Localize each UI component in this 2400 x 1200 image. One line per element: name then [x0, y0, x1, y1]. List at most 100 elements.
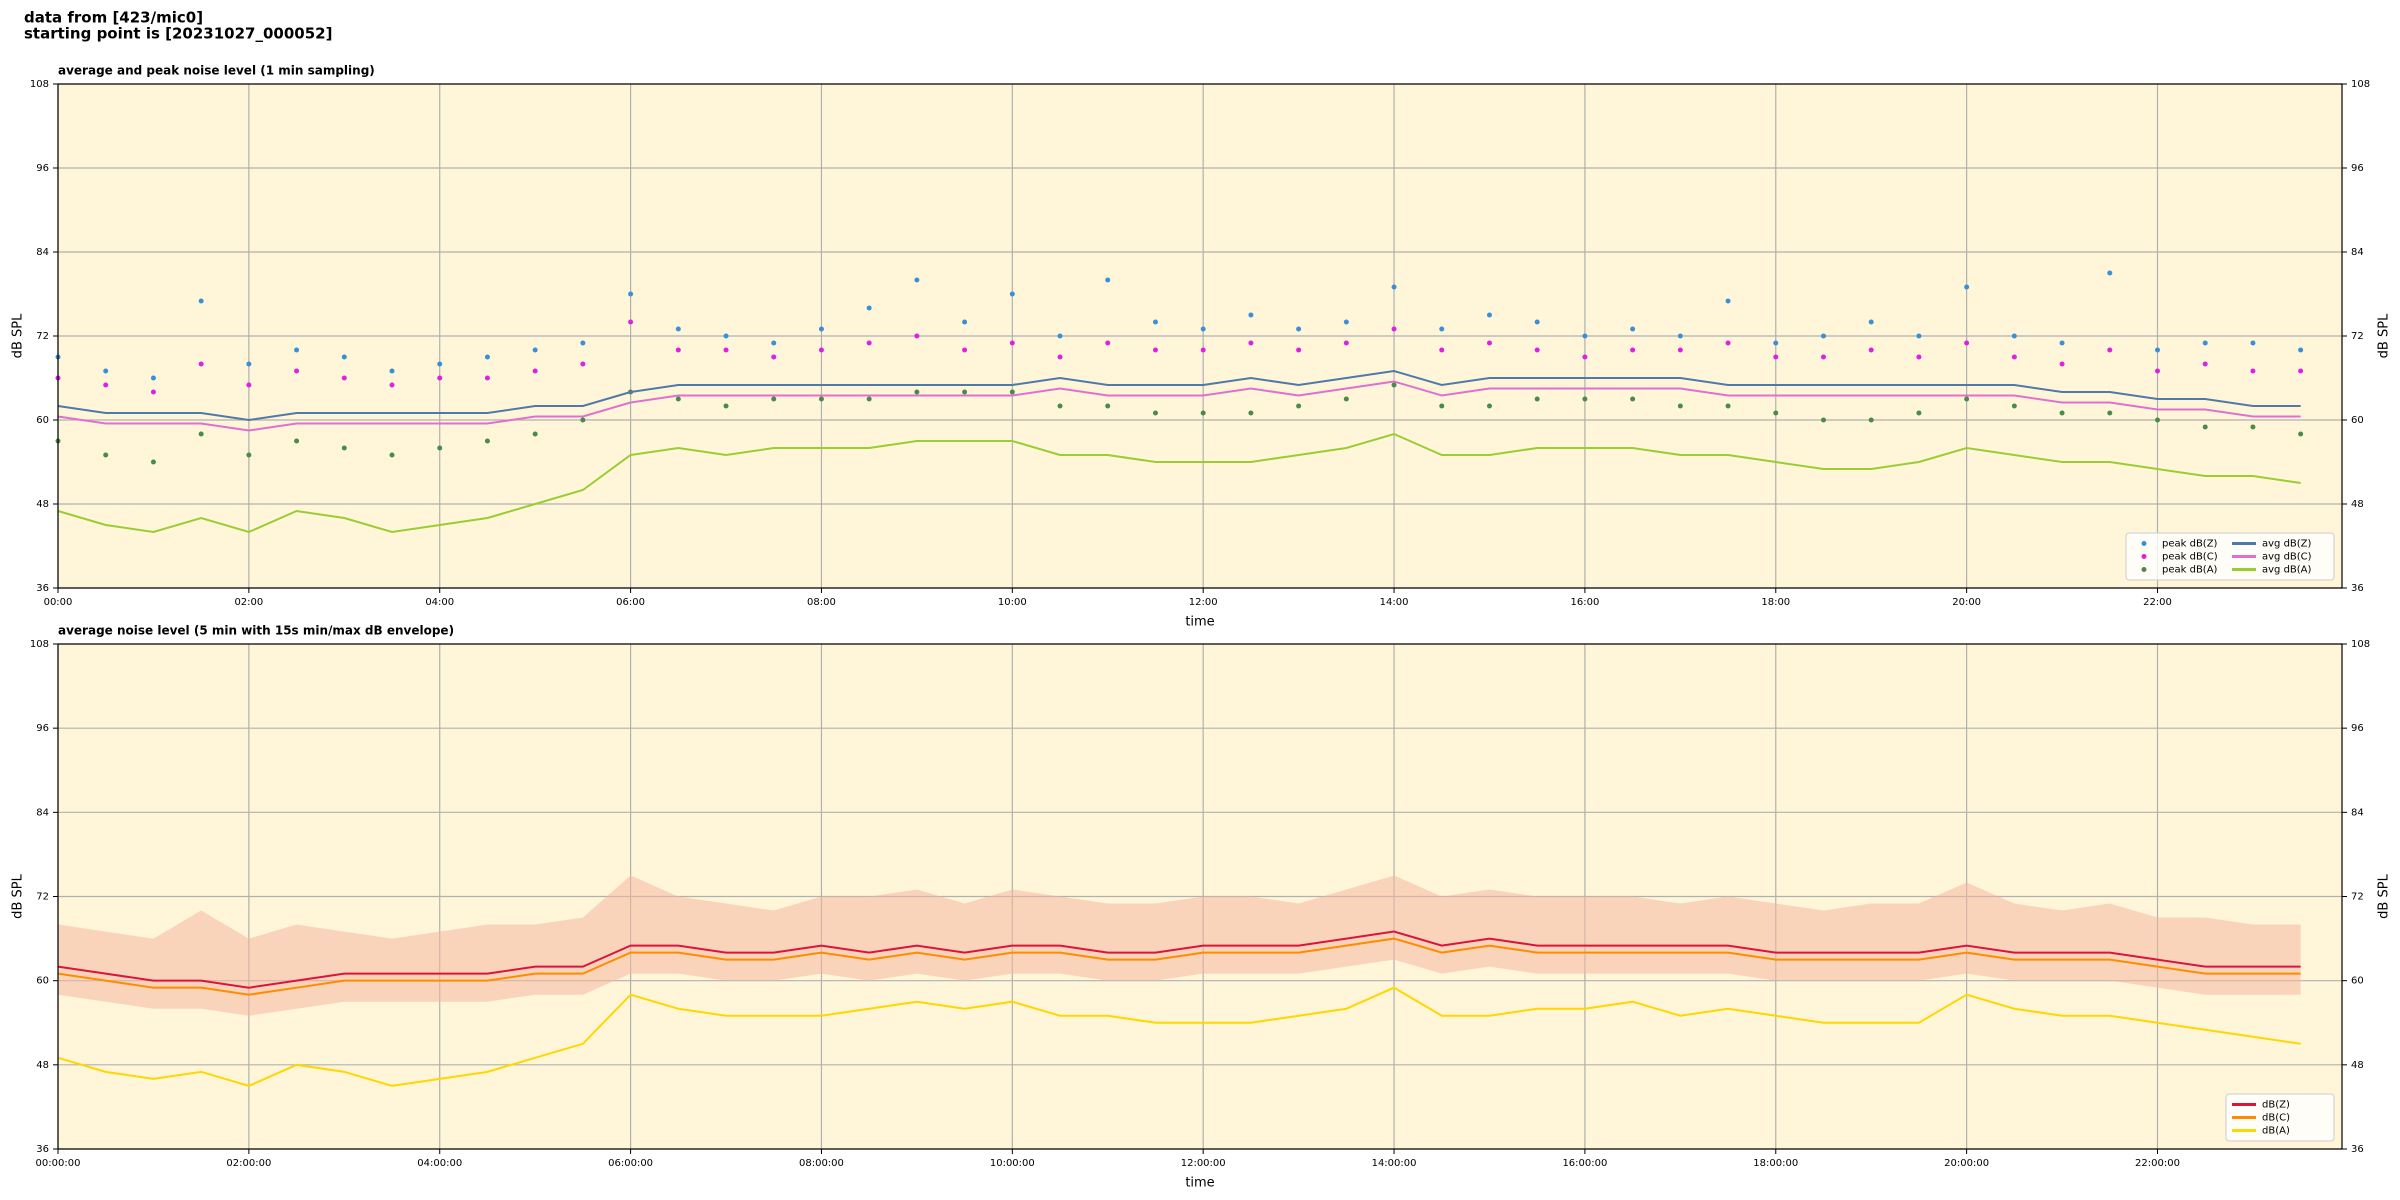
peak-point: [962, 347, 968, 353]
x-tick-label: 22:00:00: [2135, 1158, 2180, 1169]
peak-point: [1343, 319, 1349, 325]
peak-point: [437, 361, 443, 367]
peak-point: [1820, 333, 1826, 339]
peak-point: [2059, 340, 2065, 346]
legend-label: peak dB(A): [2162, 565, 2218, 576]
x-axis-label: time: [1185, 1176, 1214, 1191]
peak-point: [1009, 389, 1015, 395]
y-tick-label: 72: [36, 331, 49, 342]
legend-label: peak dB(C): [2162, 552, 2218, 563]
peak-point: [484, 375, 490, 381]
x-tick-label: 00:00: [44, 597, 73, 608]
peak-point: [962, 319, 968, 325]
peak-point: [294, 368, 300, 374]
peak-point: [1343, 396, 1349, 402]
peak-point: [1534, 347, 1540, 353]
peak-point: [1248, 340, 1254, 346]
peak-point: [1486, 312, 1492, 318]
legend-label: avg dB(Z): [2262, 539, 2312, 550]
peak-point: [1343, 340, 1349, 346]
peak-point: [1582, 333, 1588, 339]
y-tick-label: 36: [2351, 1144, 2364, 1155]
peak-point: [914, 389, 920, 395]
peak-point: [1391, 326, 1397, 332]
peak-point: [341, 354, 347, 360]
y-tick-label: 96: [2351, 723, 2364, 734]
series-line: [57, 380, 2301, 432]
peak-point: [103, 382, 109, 388]
peak-point: [1725, 298, 1731, 304]
peak-point: [1200, 326, 1206, 332]
x-tick-label: 16:00: [1570, 597, 1599, 608]
peak-point: [1200, 410, 1206, 416]
peak-point: [532, 368, 538, 374]
peak-point: [1009, 340, 1015, 346]
peak-point: [1534, 396, 1540, 402]
peak-point: [389, 452, 395, 458]
x-tick-label: 10:00:00: [990, 1158, 1035, 1169]
peak-point: [818, 326, 824, 332]
y-tick-label: 60: [36, 976, 49, 987]
y-tick-label: 96: [36, 723, 49, 734]
peak-point: [580, 340, 586, 346]
peak-point: [1630, 326, 1636, 332]
series-line: [57, 986, 2301, 1087]
peak-point: [1868, 347, 1874, 353]
y-tick-label: 36: [36, 1144, 49, 1155]
x-tick-label: 12:00:00: [1181, 1158, 1226, 1169]
y-tick-label: 48: [2351, 499, 2364, 510]
peak-point: [1916, 410, 1922, 416]
y-axis-label: dB SPL: [2377, 313, 2392, 358]
peak-point: [675, 347, 681, 353]
peak-point: [1582, 354, 1588, 360]
legend-marker: [2141, 541, 2147, 546]
legend-label: avg dB(C): [2262, 552, 2312, 563]
x-tick-label: 14:00: [1380, 597, 1409, 608]
y-tick-label: 36: [2351, 583, 2364, 594]
y-tick-label: 48: [36, 499, 49, 510]
peak-point: [1296, 326, 1302, 332]
peak-point: [2202, 424, 2208, 430]
peak-point: [246, 382, 252, 388]
header-line: starting point is [20231027_000052]: [24, 25, 332, 43]
peak-point: [723, 403, 729, 409]
peak-point: [1677, 403, 1683, 409]
peak-point: [1868, 319, 1874, 325]
peak-point: [246, 452, 252, 458]
legend-marker: [2141, 567, 2147, 572]
peak-point: [1391, 382, 1397, 388]
peak-point: [1057, 403, 1063, 409]
peak-point: [580, 417, 586, 423]
peak-point: [1439, 403, 1445, 409]
peak-point: [2107, 410, 2113, 416]
peak-point: [914, 277, 920, 283]
x-tick-label: 18:00:00: [1753, 1158, 1798, 1169]
peak-point: [771, 340, 777, 346]
x-tick-label: 02:00:00: [226, 1158, 271, 1169]
y-tick-label: 60: [36, 415, 49, 426]
peak-point: [1534, 319, 1540, 325]
y-tick-label: 108: [30, 639, 49, 650]
y-tick-label: 60: [2351, 976, 2364, 987]
x-tick-label: 18:00: [1761, 597, 1790, 608]
peak-point: [2107, 347, 2113, 353]
peak-point: [1057, 333, 1063, 339]
peak-point: [1964, 340, 1970, 346]
peak-point: [1725, 340, 1731, 346]
peak-point: [2059, 410, 2065, 416]
x-tick-label: 14:00:00: [1372, 1158, 1417, 1169]
peak-point: [1677, 347, 1683, 353]
plot-frame: [57, 643, 2343, 1150]
series-line: [57, 432, 2301, 534]
peak-point: [1582, 396, 1588, 402]
peak-point: [1152, 319, 1158, 325]
peak-point: [1964, 284, 1970, 290]
y-tick-label: 84: [2351, 807, 2364, 818]
peak-point: [1391, 284, 1397, 290]
y-tick-label: 48: [36, 1060, 49, 1071]
peak-point: [1105, 340, 1111, 346]
y-tick-label: 72: [36, 892, 49, 903]
x-tick-label: 20:00:00: [1944, 1158, 1989, 1169]
peak-point: [1486, 403, 1492, 409]
legend-box: [2125, 532, 2335, 581]
